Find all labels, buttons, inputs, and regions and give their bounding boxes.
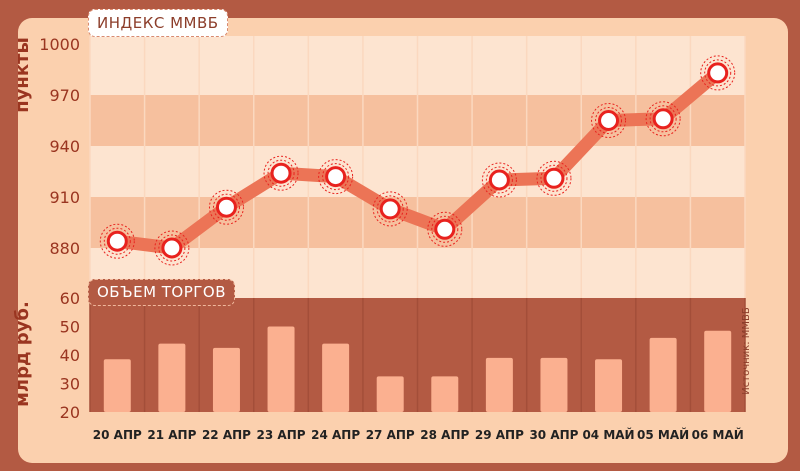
- volume-bar: [704, 330, 732, 412]
- marker-dot: [379, 198, 401, 220]
- volume-bar: [158, 343, 186, 412]
- volume-title: ОБЪЕМ ТОРГОВ: [88, 279, 236, 306]
- index-point: [263, 155, 299, 191]
- index-title: ИНДЕКС ММВБ: [88, 9, 228, 37]
- volume-bar: [322, 343, 350, 412]
- volume-bar: [267, 326, 295, 412]
- index-point: [481, 162, 517, 198]
- x-axis-ticks: 20 АПР 21 АПР 22 АПР 23 АПР 24 АПР 27 АПР 28 А…: [93, 427, 744, 442]
- marker-dot: [325, 166, 347, 188]
- volume-y-ticks: 20 30 40 50 60: [60, 289, 80, 422]
- marker-middle-ring: [376, 195, 404, 223]
- index-point: [700, 55, 736, 91]
- source-note: Источник: ММВБ: [741, 307, 752, 395]
- volume-bar: [649, 337, 677, 412]
- index-y-tick-label: 940: [49, 137, 80, 156]
- marker-middle-ring: [212, 193, 240, 221]
- marker-dot: [488, 169, 510, 191]
- marker-middle-ring: [103, 227, 131, 255]
- x-tick-label: 20 АПР: [93, 428, 142, 442]
- marker-dot: [215, 196, 237, 218]
- marker-outer-ring: [645, 101, 681, 137]
- volume-y-tick-label: 20: [60, 403, 80, 422]
- x-tick-label: 27 АПР: [366, 428, 415, 442]
- marker-middle-ring: [595, 107, 623, 134]
- marker-outer-ring: [481, 162, 517, 198]
- marker-dot: [598, 110, 620, 131]
- volume-bar: [212, 347, 240, 412]
- index-vertical-grid: [89, 36, 746, 298]
- x-tick-label: 05 МАЙ: [637, 427, 689, 442]
- volume-bar: [595, 359, 623, 412]
- volume-y-axis-label: млрд руб.: [12, 301, 33, 407]
- volume-y-tick-label: 60: [60, 289, 80, 308]
- marker-middle-ring: [649, 105, 677, 133]
- marker-dot: [543, 167, 565, 189]
- marker-dot: [434, 218, 456, 240]
- index-point: [427, 211, 463, 247]
- index-point: [208, 189, 244, 225]
- marker-outer-ring: [318, 159, 354, 195]
- volume-bar: [431, 376, 459, 412]
- x-tick-label: 30 АПР: [529, 428, 578, 442]
- x-tick-label: 29 АПР: [475, 428, 524, 442]
- marker-dot: [161, 237, 183, 259]
- index-point: [154, 230, 190, 266]
- marker-middle-ring: [158, 234, 186, 262]
- x-tick-label: 28 АПР: [420, 428, 469, 442]
- volume-bar: [540, 357, 568, 412]
- index-point: [591, 103, 627, 138]
- marker-dot: [270, 162, 292, 184]
- index-point: [645, 101, 681, 137]
- marker-outer-ring: [536, 160, 572, 196]
- x-tick-label: 06 МАЙ: [692, 427, 744, 442]
- marker-outer-ring: [372, 191, 408, 227]
- marker-middle-ring: [540, 164, 568, 192]
- marker-dot: [652, 108, 674, 130]
- x-tick-label: 22 АПР: [202, 428, 251, 442]
- marker-middle-ring: [267, 159, 295, 187]
- index-point: [99, 223, 135, 259]
- volume-bar: [103, 359, 131, 412]
- volume-bar: [485, 357, 513, 412]
- marker-outer-ring: [208, 189, 244, 225]
- volume-y-tick-label: 30: [60, 375, 80, 394]
- marker-outer-ring: [154, 230, 190, 266]
- index-y-axis-label: пункты: [12, 37, 33, 113]
- index-point: [318, 159, 354, 195]
- marker-middle-ring: [704, 59, 732, 87]
- index-y-tick-label: 1000: [39, 35, 80, 54]
- index-y-tick-label: 970: [49, 86, 80, 105]
- marker-dot: [707, 62, 729, 84]
- marker-middle-ring: [485, 166, 513, 194]
- x-tick-label: 23 АПР: [257, 428, 306, 442]
- marker-outer-ring: [263, 155, 299, 191]
- marker-outer-ring: [591, 103, 627, 138]
- index-markers: [99, 55, 736, 266]
- marker-outer-ring: [700, 55, 736, 91]
- volume-plot-area: [89, 298, 746, 412]
- volume-y-tick-label: 40: [60, 346, 80, 365]
- index-y-ticks: 880 910 940 970 1000: [39, 35, 80, 258]
- volume-y-tick-label: 50: [60, 318, 80, 337]
- marker-outer-ring: [427, 211, 463, 247]
- x-tick-label: 21 АПР: [147, 428, 196, 442]
- index-y-tick-label: 910: [49, 188, 80, 207]
- x-tick-label: 24 АПР: [311, 428, 360, 442]
- volume-bars: [103, 326, 732, 412]
- volume-bar: [376, 376, 404, 412]
- marker-outer-ring: [99, 223, 135, 259]
- x-tick-label: 04 МАЙ: [582, 427, 634, 442]
- marker-middle-ring: [322, 163, 350, 191]
- index-y-tick-label: 880: [49, 239, 80, 258]
- index-point: [536, 160, 572, 196]
- marker-dot: [106, 230, 128, 252]
- marker-middle-ring: [431, 215, 459, 243]
- index-point: [372, 191, 408, 227]
